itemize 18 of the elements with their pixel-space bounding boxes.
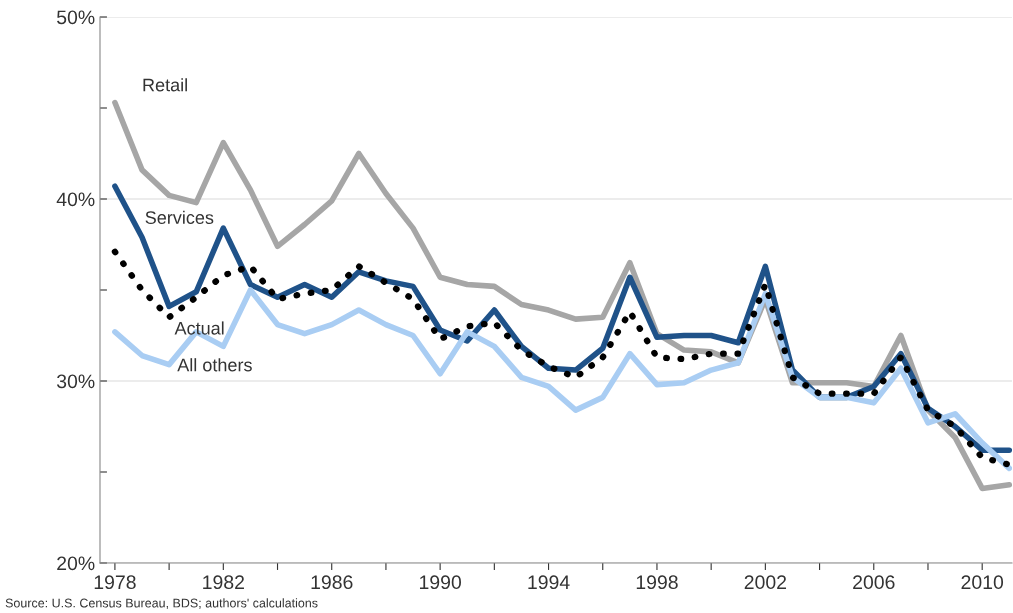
x-tick-label: 2010 <box>961 575 1004 590</box>
x-tick-label: 1982 <box>203 575 244 590</box>
y-tick-label: 20% <box>57 556 95 571</box>
series-label: Retail <box>143 78 187 92</box>
series-label: Actual <box>174 321 224 335</box>
y-tick-label: 50% <box>57 10 95 25</box>
y-tick-label: 30% <box>56 374 95 389</box>
series-label: Services <box>145 210 214 225</box>
x-tick-label: 1986 <box>311 575 353 590</box>
y-tick-label: 40% <box>56 192 95 207</box>
x-tick-label: 1990 <box>419 575 462 590</box>
series-label: All others <box>177 358 252 372</box>
x-tick-label: 2002 <box>744 575 787 590</box>
x-tick-label: 1994 <box>528 575 570 590</box>
source-note: Source: U.S. Census Bureau, BDS; authors' calculations <box>5 598 318 609</box>
x-tick-label: 1998 <box>636 575 678 590</box>
x-tick-label: 1978 <box>94 575 136 590</box>
x-tick-label: 2006 <box>853 575 895 590</box>
